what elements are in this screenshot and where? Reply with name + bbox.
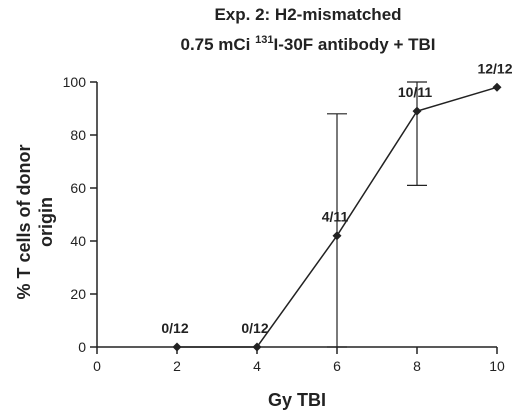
data-label: 12/12 (477, 60, 512, 76)
chart-title-line-2: 0.75 mCi 131I-30F antibody + TBI (180, 34, 435, 54)
data-label: 0/12 (241, 320, 268, 336)
y-tick-label: 40 (70, 233, 86, 249)
y-tick-label: 60 (70, 180, 86, 196)
x-tick-label: 8 (413, 358, 421, 374)
y-axis-ticks: 0 20 40 60 80 100 (63, 74, 97, 355)
x-axis-ticks: 0 2 4 6 8 10 (93, 347, 505, 374)
y-tick-label: 0 (78, 339, 86, 355)
title-prefix: 0.75 mCi (180, 35, 255, 54)
data-label: 10/11 (398, 84, 432, 100)
data-point (332, 231, 342, 241)
x-tick-label: 10 (489, 358, 505, 374)
data-point (412, 106, 422, 116)
data-labels: 0/12 0/12 4/11 10/11 12/12 (161, 60, 512, 336)
data-point (172, 342, 182, 352)
x-axis-label: Gy TBI (268, 390, 326, 410)
data-label: 0/12 (161, 320, 188, 336)
y-tick-label: 20 (70, 286, 86, 302)
x-tick-label: 0 (93, 358, 101, 374)
x-tick-label: 6 (333, 358, 341, 374)
title-suffix: I-30F antibody + TBI (274, 35, 436, 54)
data-point (252, 342, 262, 352)
data-markers (172, 82, 502, 352)
x-tick-label: 2 (173, 358, 181, 374)
data-label: 4/11 (322, 209, 349, 225)
chart-title-line-1: Exp. 2: H2-mismatched (214, 5, 401, 24)
y-tick-label: 100 (63, 74, 87, 90)
x-tick-label: 4 (253, 358, 261, 374)
error-bars (327, 81, 427, 348)
y-axis-label-line-1: % T cells of donor (14, 144, 34, 299)
y-tick-label: 80 (70, 127, 86, 143)
y-axis-label: % T cells of donor origin (14, 144, 56, 299)
title-superscript: 131 (255, 34, 273, 46)
y-axis-label-line-2: origin (36, 197, 56, 247)
data-point (492, 82, 502, 92)
